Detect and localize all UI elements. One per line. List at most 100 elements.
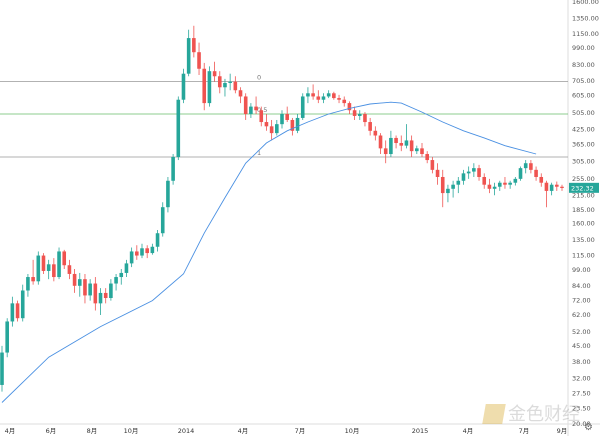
candle-body: [311, 93, 315, 97]
candle-body: [20, 290, 25, 319]
candle-body: [560, 186, 564, 188]
settings-gear-icon[interactable]: ⚙: [584, 422, 593, 433]
y-tick-label: 1600.00: [572, 0, 599, 6]
candle-body: [52, 264, 56, 278]
candle-body: [544, 182, 549, 191]
candle-body: [171, 156, 175, 181]
candle-body: [539, 176, 544, 183]
candle-body: [67, 265, 72, 274]
candle-body: [549, 184, 554, 191]
candle-body: [456, 180, 461, 185]
y-tick-label: 135.00: [572, 236, 595, 244]
candle-body: [197, 52, 201, 69]
candle-body: [352, 110, 357, 116]
watermark-logo: 金色财经: [482, 404, 594, 426]
y-tick-label: 45.00: [572, 342, 591, 350]
x-tick-label: 2015: [412, 427, 429, 435]
candle-body: [316, 96, 321, 100]
x-tick-label: 4月: [5, 427, 16, 435]
y-tick-label: 1150.00: [572, 30, 599, 38]
candle-body: [373, 130, 378, 136]
candle-body: [508, 182, 512, 185]
candle-body: [420, 148, 424, 155]
watermark-text: 金色财经: [508, 404, 580, 425]
candle-body: [98, 292, 103, 304]
x-tick-label: 6月: [46, 427, 57, 435]
candle-body: [88, 283, 92, 296]
candle-body: [259, 110, 264, 123]
candle-body: [10, 303, 15, 322]
candle-body: [337, 98, 341, 100]
x-tick-label: 10月: [345, 427, 360, 435]
candle-body: [93, 283, 98, 304]
watermark-icon: [482, 404, 506, 424]
y-tick-label: 115.00: [572, 252, 595, 260]
candle-body: [57, 251, 61, 278]
candle-body: [466, 171, 471, 174]
candle-body: [492, 186, 497, 189]
candle-body: [518, 168, 523, 179]
candle-body: [207, 71, 212, 104]
candle-body: [109, 283, 113, 299]
candle-body: [26, 277, 30, 291]
candle-body: [326, 93, 331, 97]
moving-average-line: [1, 101, 537, 403]
y-tick-label: 505.00: [572, 109, 595, 117]
candle-body: [145, 248, 149, 254]
y-tick-label: 52.00: [572, 328, 591, 336]
candle-body: [415, 148, 419, 152]
candle-body: [425, 154, 429, 161]
y-tick-label: 32.00: [572, 375, 591, 383]
candle-body: [223, 82, 227, 88]
candle-body: [140, 248, 144, 256]
candle-body: [150, 246, 155, 254]
x-tick-label: 8月: [87, 427, 98, 435]
y-tick-label: 605.00: [572, 92, 595, 100]
candle-body: [404, 140, 409, 146]
candle-body: [202, 68, 207, 104]
candle-body: [342, 99, 347, 104]
candle-body: [529, 163, 533, 170]
y-tick-label: 62.00: [572, 311, 591, 319]
candle-body: [332, 93, 336, 99]
candle-body: [166, 180, 170, 208]
y-tick-label: 255.00: [572, 175, 595, 183]
candle-body: [5, 321, 9, 353]
x-tick-label: 7月: [295, 427, 306, 435]
candle-body: [264, 122, 269, 127]
candle-body: [363, 114, 367, 123]
candle-body: [555, 184, 559, 187]
x-tick-label: 7月: [519, 427, 530, 435]
candle-body: [461, 173, 466, 181]
fib-label: 0: [257, 74, 261, 82]
y-tick-label: 185.00: [572, 206, 595, 214]
candle-body: [523, 163, 528, 169]
candle-body: [482, 176, 487, 185]
x-tick-label: 10月: [124, 427, 139, 435]
candle-body: [155, 233, 160, 247]
candle-body: [83, 279, 87, 296]
candle-body: [513, 178, 518, 183]
candle-body: [212, 71, 217, 77]
x-tick-label: 4月: [463, 427, 474, 435]
candle-body: [321, 96, 326, 100]
candle-body: [285, 114, 289, 120]
candle-body: [347, 103, 352, 111]
candle-body: [181, 73, 186, 100]
candle-body: [186, 38, 191, 74]
y-tick-label: 705.00: [572, 77, 595, 85]
candle-body: [378, 135, 383, 149]
candle-body: [430, 160, 435, 170]
candle-body: [389, 137, 393, 155]
y-tick-label: 215.00: [572, 191, 595, 199]
candle-body: [233, 81, 238, 91]
candle-body: [440, 176, 445, 194]
candle-body: [72, 273, 77, 286]
x-tick-label: 2014: [178, 427, 195, 435]
candle-body: [103, 292, 108, 299]
candle-body: [228, 81, 232, 83]
candle-body: [62, 251, 67, 266]
candle-body: [114, 277, 118, 284]
